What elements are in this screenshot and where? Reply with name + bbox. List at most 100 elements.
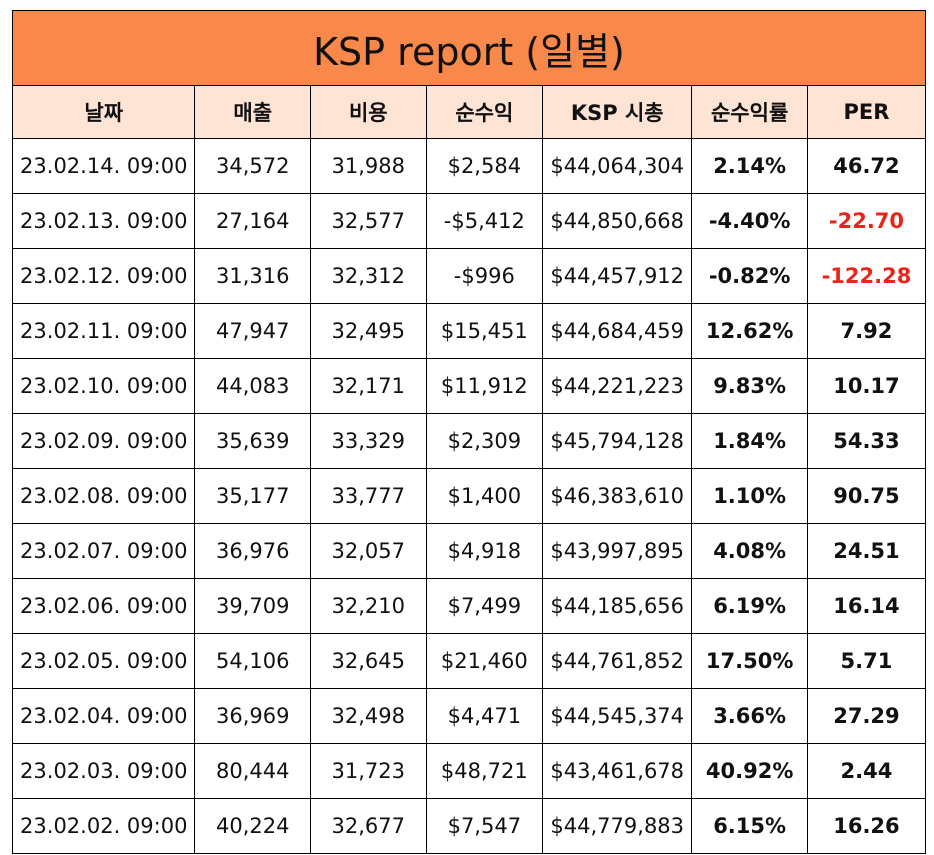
per-cell: 54.33 [806, 413, 925, 469]
cost-cell: 32,498 [310, 688, 427, 744]
net-margin-cell: -4.40% [691, 193, 808, 249]
net-profit-cell: $7,499 [425, 578, 544, 634]
sales-cell: 36,976 [194, 523, 312, 579]
cost-cell: 32,171 [310, 358, 427, 414]
per-cell: 46.72 [806, 138, 925, 194]
net-margin-cell: 17.50% [691, 633, 808, 689]
cost-cell: 32,495 [310, 303, 427, 359]
per-cell: 10.17 [806, 358, 925, 414]
per-cell: 2.44 [806, 743, 925, 799]
per-cell: -122.28 [806, 248, 925, 304]
table-body: 23.02.14. 09:00 34,572 31,988 $2,584 $44,064… [13, 138, 925, 853]
sales-cell: 27,164 [194, 193, 312, 249]
net-profit-cell: $48,721 [425, 743, 544, 799]
net-profit-cell: $1,400 [425, 468, 544, 524]
market-cap-cell: $43,997,895 [542, 523, 693, 579]
sales-cell: 40,224 [194, 798, 312, 853]
column-header-net-margin: 순수익률 [691, 86, 808, 139]
sales-cell: 47,947 [194, 303, 312, 359]
date-cell: 23.02.11. 09:00 [13, 303, 196, 359]
cost-cell: 32,210 [310, 578, 427, 634]
date-cell: 23.02.13. 09:00 [13, 193, 196, 249]
sales-cell: 34,572 [194, 138, 312, 194]
cost-cell: 31,723 [310, 743, 427, 799]
date-cell: 23.02.06. 09:00 [13, 578, 196, 634]
per-cell: 24.51 [806, 523, 925, 579]
market-cap-cell: $44,779,883 [542, 798, 693, 853]
market-cap-cell: $43,461,678 [542, 743, 693, 799]
net-margin-cell: 1.84% [691, 413, 808, 469]
cost-cell: 32,577 [310, 193, 427, 249]
cost-cell: 32,645 [310, 633, 427, 689]
market-cap-cell: $45,794,128 [542, 413, 693, 469]
date-cell: 23.02.10. 09:00 [13, 358, 196, 414]
sales-cell: 35,177 [194, 468, 312, 524]
date-cell: 23.02.08. 09:00 [13, 468, 196, 524]
net-profit-cell: $4,471 [425, 688, 544, 744]
table-row: 23.02.10. 09:00 44,083 32,171 $11,912 $44,22… [13, 358, 925, 414]
sales-cell: 39,709 [194, 578, 312, 634]
market-cap-cell: $44,684,459 [542, 303, 693, 359]
net-margin-cell: 2.14% [691, 138, 808, 194]
daily-report-table: 날짜 매출 비용 순수익 KSP 시총 순수익률 PER 23.02.14. 0… [13, 86, 925, 853]
net-profit-cell: $21,460 [425, 633, 544, 689]
table-row: 23.02.04. 09:00 36,969 32,498 $4,471 $44,545… [13, 688, 925, 744]
per-cell: 27.29 [806, 688, 925, 744]
per-cell: 16.26 [806, 798, 925, 853]
per-cell: 90.75 [806, 468, 925, 524]
sales-cell: 36,969 [194, 688, 312, 744]
sales-cell: 31,316 [194, 248, 312, 304]
cost-cell: 33,777 [310, 468, 427, 524]
table-row: 23.02.05. 09:00 54,106 32,645 $21,460 $44,76… [13, 633, 925, 689]
date-cell: 23.02.12. 09:00 [13, 248, 196, 304]
report-title: KSP report (일별) [13, 11, 925, 86]
cost-cell: 31,988 [310, 138, 427, 194]
net-profit-cell: $7,547 [425, 798, 544, 853]
net-margin-cell: 4.08% [691, 523, 808, 579]
date-cell: 23.02.14. 09:00 [13, 138, 196, 194]
sales-cell: 54,106 [194, 633, 312, 689]
table-row: 23.02.12. 09:00 31,316 32,312 -$996 $44,457,… [13, 248, 925, 304]
net-margin-cell: -0.82% [691, 248, 808, 304]
column-header-sales: 매출 [194, 86, 312, 139]
market-cap-cell: $44,221,223 [542, 358, 693, 414]
column-header-date: 날짜 [13, 86, 196, 139]
per-cell: 16.14 [806, 578, 925, 634]
net-profit-cell: -$5,412 [425, 193, 544, 249]
table-row: 23.02.02. 09:00 40,224 32,677 $7,547 $44,779… [13, 798, 925, 853]
cost-cell: 33,329 [310, 413, 427, 469]
net-profit-cell: $2,584 [425, 138, 544, 194]
market-cap-cell: $44,545,374 [542, 688, 693, 744]
net-margin-cell: 12.62% [691, 303, 808, 359]
table-row: 23.02.07. 09:00 36,976 32,057 $4,918 $43,997… [13, 523, 925, 579]
date-cell: 23.02.04. 09:00 [13, 688, 196, 744]
table-row: 23.02.09. 09:00 35,639 33,329 $2,309 $45,794… [13, 413, 925, 469]
column-header-market-cap: KSP 시총 [542, 86, 693, 139]
per-cell: 7.92 [806, 303, 925, 359]
table-row: 23.02.08. 09:00 35,177 33,777 $1,400 $46,383… [13, 468, 925, 524]
cost-cell: 32,057 [310, 523, 427, 579]
net-profit-cell: $15,451 [425, 303, 544, 359]
cost-cell: 32,677 [310, 798, 427, 853]
column-header-per: PER [806, 86, 925, 139]
table-row: 23.02.13. 09:00 27,164 32,577 -$5,412 $44,85… [13, 193, 925, 249]
net-profit-cell: $2,309 [425, 413, 544, 469]
net-profit-cell: $11,912 [425, 358, 544, 414]
per-cell: -22.70 [806, 193, 925, 249]
date-cell: 23.02.05. 09:00 [13, 633, 196, 689]
net-margin-cell: 6.19% [691, 578, 808, 634]
market-cap-cell: $44,185,656 [542, 578, 693, 634]
market-cap-cell: $44,850,668 [542, 193, 693, 249]
per-cell: 5.71 [806, 633, 925, 689]
table-row: 23.02.11. 09:00 47,947 32,495 $15,451 $44,68… [13, 303, 925, 359]
table-header-row: 날짜 매출 비용 순수익 KSP 시총 순수익률 PER [13, 86, 925, 139]
date-cell: 23.02.09. 09:00 [13, 413, 196, 469]
table-row: 23.02.14. 09:00 34,572 31,988 $2,584 $44,064… [13, 138, 925, 194]
ksp-report-table-container: KSP report (일별) 날짜 매출 비용 순수익 KSP 시총 순수익률… [12, 10, 926, 854]
sales-cell: 80,444 [194, 743, 312, 799]
column-header-cost: 비용 [310, 86, 427, 139]
net-margin-cell: 1.10% [691, 468, 808, 524]
market-cap-cell: $44,761,852 [542, 633, 693, 689]
net-margin-cell: 3.66% [691, 688, 808, 744]
net-margin-cell: 40.92% [691, 743, 808, 799]
